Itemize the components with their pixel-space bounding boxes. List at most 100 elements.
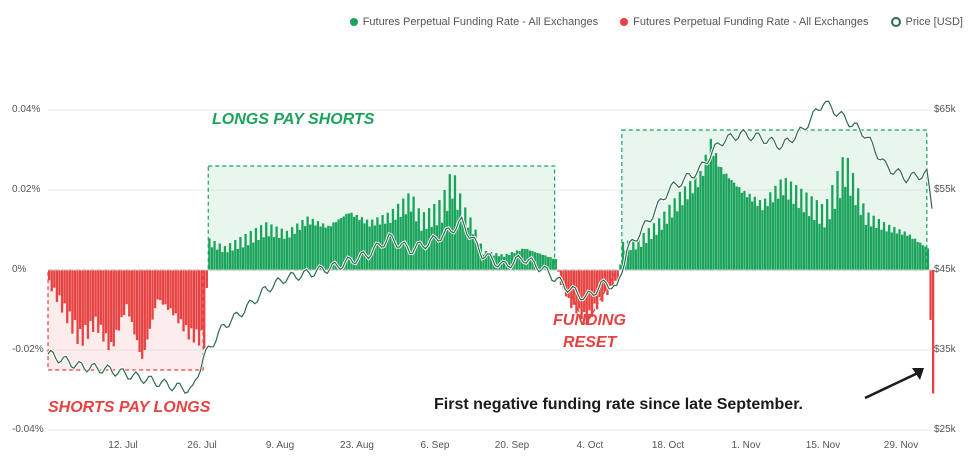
funding-bar-positive	[833, 208, 837, 270]
funding-bar-positive	[776, 198, 780, 270]
funding-bar-positive	[329, 226, 333, 270]
y-left-tick: 0%	[12, 264, 27, 275]
annotation-shorts-pay-longs: SHORTS PAY LONGS	[48, 399, 211, 416]
funding-bar-positive	[365, 219, 369, 270]
funding-bar-positive	[836, 171, 839, 270]
funding-bar-positive	[709, 138, 712, 270]
funding-bar-positive	[453, 175, 457, 270]
funding-bar-negative	[53, 270, 56, 288]
funding-bar-positive	[252, 242, 255, 270]
funding-bar-positive	[771, 202, 775, 270]
funding-bar-negative	[614, 270, 617, 281]
y-left-tick: -0.02%	[12, 344, 44, 355]
funding-bar-positive	[784, 178, 787, 270]
funding-bar-negative	[141, 270, 144, 359]
funding-bar-positive	[275, 226, 278, 270]
funding-bar-positive	[536, 252, 539, 270]
funding-bar-positive	[451, 198, 454, 270]
x-tick: 20. Sep	[494, 440, 530, 451]
funding-bar-positive	[223, 246, 227, 270]
funding-bar-positive	[430, 226, 433, 270]
funding-bar-positive	[727, 178, 731, 270]
funding-bar-positive	[869, 226, 873, 270]
funding-bar-negative	[138, 270, 141, 353]
funding-bar-positive	[906, 235, 909, 270]
funding-bar-positive	[660, 229, 663, 270]
funding-bar-positive	[650, 239, 653, 270]
funding-bar-negative	[166, 270, 170, 310]
funding-bar-positive	[882, 222, 886, 270]
x-tick: 29. Nov	[883, 440, 919, 451]
funding-bar-positive	[440, 222, 444, 270]
funding-bar-positive	[247, 245, 250, 270]
legend-item-negative-funding[interactable]: Futures Perpetual Funding Rate - All Exc…	[620, 16, 869, 28]
funding-bar-positive	[800, 188, 803, 270]
funding-bar-negative	[146, 270, 149, 340]
funding-bar-positive	[893, 227, 896, 270]
funding-bar-positive	[689, 181, 692, 270]
funding-bar-positive	[290, 227, 294, 270]
x-tick: 1. Nov	[731, 440, 761, 451]
funding-bar-positive	[694, 175, 697, 270]
funding-bar-negative	[929, 270, 932, 320]
y-right-tick: $45k	[934, 264, 956, 275]
funding-bar-positive	[342, 216, 345, 270]
funding-bar-positive	[417, 208, 420, 270]
funding-bar-positive	[267, 236, 270, 270]
funding-bar-negative	[197, 270, 201, 346]
funding-bar-positive	[753, 196, 756, 270]
funding-bar-positive	[911, 238, 914, 270]
funding-bar-positive	[851, 173, 855, 270]
funding-bar-positive	[350, 212, 353, 270]
funding-bar-negative	[153, 270, 157, 309]
funding-bar-positive	[831, 185, 834, 270]
funding-bar-negative	[174, 270, 177, 314]
annotation-first-negative: First negative funding rate since late S…	[434, 396, 803, 413]
funding-bar-positive	[743, 190, 746, 270]
x-tick: 18. Oct	[651, 440, 685, 451]
funding-bar-negative	[133, 270, 136, 335]
funding-bar-positive	[658, 218, 661, 270]
funding-bar-positive	[763, 198, 767, 270]
funding-bar-positive	[464, 207, 467, 270]
funding-bar-negative	[125, 270, 128, 305]
funding-bar-positive	[234, 240, 237, 270]
funding-bar-positive	[841, 157, 844, 270]
funding-bar-positive	[751, 201, 754, 270]
funding-bar-negative	[110, 270, 113, 342]
funding-bar-positive	[515, 250, 519, 270]
funding-bar-positive	[820, 204, 824, 270]
legend-label: Futures Perpetual Funding Rate - All Exc…	[362, 16, 599, 28]
funding-bar-negative	[564, 270, 568, 297]
funding-bar-positive	[332, 222, 335, 270]
funding-bar-negative	[122, 270, 126, 316]
funding-bar-positive	[900, 234, 904, 270]
y-left-tick: 0.02%	[12, 184, 41, 195]
funding-bar-positive	[916, 241, 919, 270]
legend-item-price[interactable]: Price [USD]	[890, 16, 963, 28]
funding-bar-positive	[218, 243, 221, 270]
funding-bar-positive	[236, 248, 239, 270]
funding-bar-positive	[306, 216, 309, 270]
funding-bar-negative	[91, 270, 95, 332]
funding-bar-negative	[192, 270, 196, 343]
funding-bar-positive	[241, 247, 245, 270]
funding-bar-positive	[298, 229, 302, 270]
funding-bar-positive	[412, 196, 415, 270]
funding-bar-negative	[159, 270, 162, 301]
legend-item-positive-funding[interactable]: Futures Perpetual Funding Rate - All Exc…	[349, 16, 599, 28]
funding-bar-positive	[805, 192, 808, 270]
funding-bar-negative	[611, 270, 614, 289]
funding-bar-positive	[210, 247, 214, 270]
funding-bar-positive	[409, 211, 413, 270]
funding-bar-positive	[758, 200, 762, 270]
funding-bar-positive	[353, 216, 356, 270]
funding-bar-positive	[766, 206, 769, 270]
funding-bar-negative	[151, 270, 154, 320]
funding-bar-positive	[748, 193, 751, 270]
funding-bar-positive	[257, 239, 260, 270]
funding-bar-positive	[898, 229, 901, 270]
funding-bar-positive	[319, 226, 322, 270]
funding-bar-negative	[58, 270, 61, 296]
funding-bar-negative	[104, 270, 108, 334]
